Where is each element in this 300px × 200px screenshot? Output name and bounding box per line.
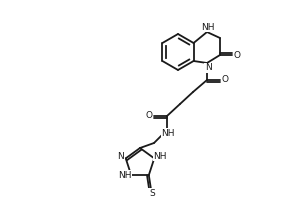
Text: NH: NH <box>161 129 175 138</box>
Text: S: S <box>149 189 155 198</box>
Text: O: O <box>233 50 241 60</box>
Text: O: O <box>146 112 152 120</box>
Text: N: N <box>117 152 124 161</box>
Text: O: O <box>221 75 229 84</box>
Text: N: N <box>205 64 212 72</box>
Text: NH: NH <box>201 22 215 31</box>
Text: NH: NH <box>118 171 132 180</box>
Text: NH: NH <box>154 152 167 161</box>
